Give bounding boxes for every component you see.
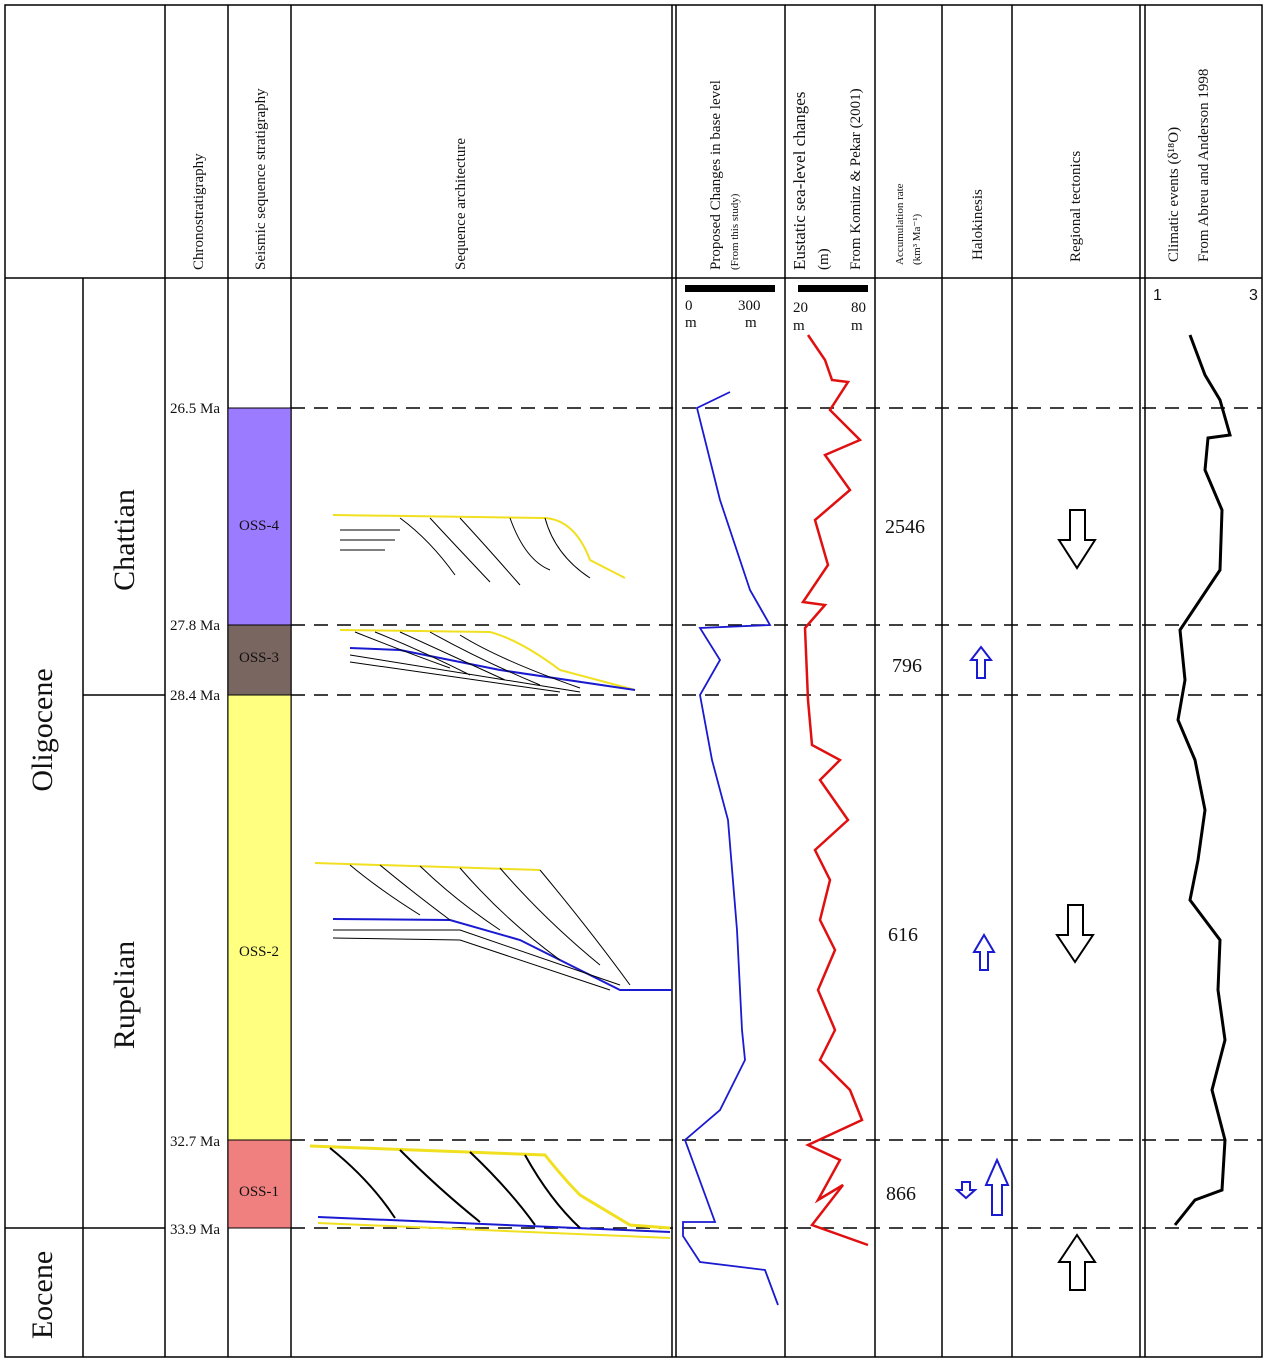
up-arrow xyxy=(972,933,996,971)
arrows xyxy=(954,509,1097,1291)
header: From Abreu and Anderson 1998 xyxy=(1196,69,1212,262)
header: Eustatic sea-level changes xyxy=(790,92,809,270)
up-arrow xyxy=(984,1157,1010,1216)
box-oss3 xyxy=(227,624,292,696)
scale-label: 0 xyxy=(685,298,693,314)
header: (m) xyxy=(816,248,832,270)
epoch: Oligocene xyxy=(26,668,59,791)
scale-label: 20 xyxy=(793,300,808,316)
scale-bar xyxy=(685,285,775,292)
header: Halokinesis xyxy=(970,189,986,260)
box-oss1 xyxy=(227,1139,292,1229)
header: Climatic events (δ¹⁸O) xyxy=(1166,127,1182,262)
header: Sequence architecture xyxy=(453,138,469,270)
header: (From this study) xyxy=(729,193,741,270)
header: Regional tectonics xyxy=(1068,151,1084,262)
rate: 796 xyxy=(892,655,922,677)
down-arrow xyxy=(954,1181,978,1200)
age: 33.9 Ma xyxy=(170,1222,220,1238)
header: Proposed Changes in base level xyxy=(708,80,724,270)
architecture xyxy=(309,514,672,1239)
rate: 616 xyxy=(888,924,918,946)
header: From Kominz & Pekar (2001) xyxy=(848,88,864,270)
up-arrow xyxy=(968,645,994,679)
rate: 866 xyxy=(886,1183,916,1205)
dashed-lines xyxy=(291,407,1262,1229)
down-arrow xyxy=(1057,509,1097,570)
scale-label: 1 xyxy=(1153,287,1162,304)
box-oss4 xyxy=(227,407,292,626)
stage: Chattian xyxy=(108,489,141,591)
scale-label: 3 xyxy=(1249,287,1258,304)
stage: Rupelian xyxy=(108,941,141,1049)
epoch: Eocene xyxy=(26,1251,59,1339)
age: 32.7 Ma xyxy=(170,1134,220,1150)
header: Chronostratigraphy xyxy=(191,153,207,270)
header: (km³ Ma⁻¹) xyxy=(911,213,923,265)
header: Seismic sequence stratigraphy xyxy=(253,88,269,270)
scale-bar xyxy=(798,285,868,292)
age: 28.4 Ma xyxy=(170,688,220,704)
scale-label: m xyxy=(851,318,863,334)
sequence: OSS-2 xyxy=(239,944,279,960)
sequence: OSS-3 xyxy=(239,650,279,666)
scale-label: m xyxy=(793,318,805,334)
eustatic-curve xyxy=(800,334,869,1247)
sequence: OSS-4 xyxy=(239,518,280,534)
header: Accumulation rate xyxy=(894,183,906,265)
base-level-curve xyxy=(682,391,779,1306)
labels: Oligocene Eocene Chattian Rupelian 26.5 … xyxy=(26,287,1258,1339)
scale-label: 300 xyxy=(738,298,761,314)
scale-label: 80 xyxy=(851,300,866,316)
border xyxy=(4,4,1263,1358)
down-arrow xyxy=(1055,904,1095,964)
rate: 2546 xyxy=(885,516,925,538)
age: 27.8 Ma xyxy=(170,618,220,634)
sequence-boxes xyxy=(227,407,292,1229)
box-oss2 xyxy=(227,694,292,1141)
scale-label: m xyxy=(745,315,757,331)
sequence: OSS-1 xyxy=(239,1184,279,1200)
scale-label: m xyxy=(685,315,697,331)
age: 26.5 Ma xyxy=(170,401,220,417)
up-arrow xyxy=(1057,1233,1097,1291)
climatic-curve xyxy=(1173,334,1232,1226)
headers: Chronostratigraphy Seismic sequence stra… xyxy=(191,69,1212,270)
